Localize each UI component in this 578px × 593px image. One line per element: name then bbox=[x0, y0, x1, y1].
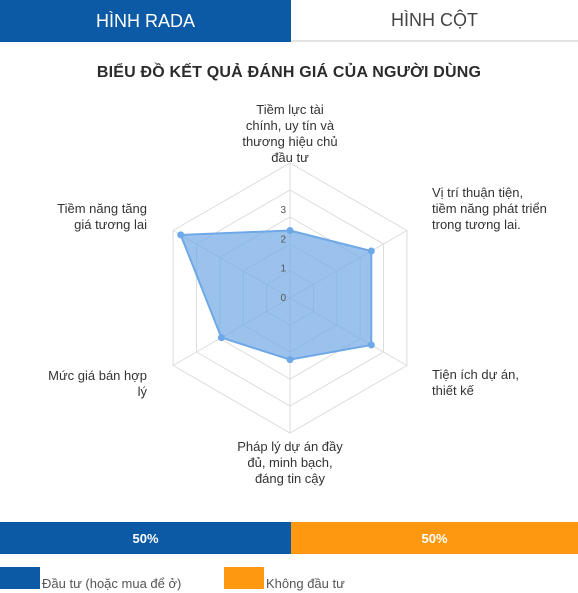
radar-series-area bbox=[179, 229, 373, 361]
legend-item-noinvest: Không đầu tư bbox=[224, 566, 345, 591]
legend-swatch-noinvest bbox=[224, 567, 264, 589]
legend-label-invest: Đầu tư (hoặc mua để ở) bbox=[42, 575, 182, 591]
chart-tabs: HÌNH RADA HÌNH CỘT bbox=[0, 0, 578, 42]
radar-category-label: Tiện ích dự án, thiết kế bbox=[432, 367, 519, 398]
legend-item-invest: Đầu tư (hoặc mua để ở) bbox=[0, 566, 182, 591]
radar-data-point bbox=[367, 341, 375, 349]
result-split-bar: 50% 50% bbox=[0, 522, 578, 554]
radar-chart: 0 1 2 3 Tiềm lực tài chính, uy tín và thương h… bbox=[48, 102, 547, 486]
radar-category-label: Pháp lý dự án đầy đủ, minh bạch, đáng tin … bbox=[237, 439, 343, 486]
tab-bar[interactable]: HÌNH CỘT bbox=[291, 0, 578, 42]
chart-title: BIỂU ĐỒ KẾT QUẢ ĐÁNH GIÁ CỦA NGƯỜI DÙNG bbox=[96, 64, 482, 81]
radial-tick-label: 3 bbox=[280, 205, 286, 216]
radar-data-point bbox=[217, 334, 225, 342]
radar-data-point bbox=[177, 231, 185, 239]
invest-share-segment: 50% bbox=[0, 522, 291, 554]
noinvest-share-segment: 50% bbox=[291, 522, 578, 554]
radar-data-point bbox=[367, 247, 375, 255]
legend: Đầu tư (hoặc mua để ở) Không đầu tư bbox=[0, 566, 578, 591]
radar-data-point bbox=[286, 227, 294, 234]
radial-tick-label: 1 bbox=[280, 264, 286, 275]
radial-tick-label: 0 bbox=[280, 293, 286, 304]
legend-swatch-invest bbox=[0, 567, 40, 589]
tab-radar[interactable]: HÌNH RADA bbox=[0, 0, 291, 42]
radar-data-point bbox=[286, 356, 294, 364]
radial-tick-label: 2 bbox=[280, 234, 286, 245]
radar-category-label: Tiềm lực tài chính, uy tín và thương hiệu … bbox=[242, 102, 337, 165]
radar-category-label: Vị trí thuận tiện, tiềm năng phát triển tr… bbox=[432, 185, 547, 232]
radar-category-label: Tiềm năng tăng giá tương lai bbox=[57, 201, 147, 232]
radar-category-label: Mức giá bán hợp lý bbox=[48, 368, 147, 399]
legend-label-noinvest: Không đầu tư bbox=[266, 575, 345, 591]
